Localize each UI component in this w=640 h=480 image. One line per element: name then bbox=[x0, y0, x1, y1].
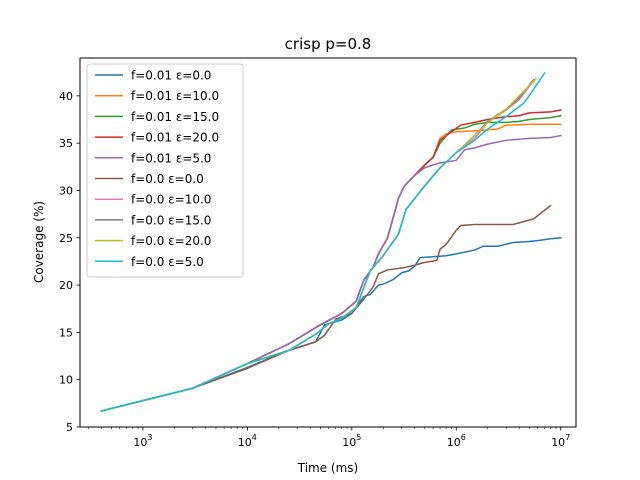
x-tick-label: 105 bbox=[342, 433, 361, 449]
y-tick-label: 20 bbox=[59, 279, 73, 292]
y-tick-label: 10 bbox=[59, 374, 73, 387]
series-line-0 bbox=[100, 236, 562, 412]
legend-entry: f=0.01 ε=5.0 bbox=[131, 151, 211, 165]
series-line-9 bbox=[100, 72, 546, 412]
x-tick-label: 104 bbox=[238, 433, 257, 449]
legend-entry: f=0.01 ε=15.0 bbox=[131, 110, 219, 124]
y-tick-label: 35 bbox=[59, 137, 73, 150]
legend-entry: f=0.01 ε=20.0 bbox=[131, 131, 219, 145]
plot-frame bbox=[79, 57, 577, 428]
series-line-4 bbox=[100, 134, 562, 412]
legend-box bbox=[86, 63, 244, 278]
y-axis-label: Coverage (%) bbox=[32, 201, 46, 283]
x-tick-label: 103 bbox=[133, 433, 152, 449]
y-tick-label: 30 bbox=[59, 184, 73, 197]
chart-title: crisp p=0.8 bbox=[285, 35, 372, 53]
y-axis: 5 10 15 20 25 30 35 40 bbox=[59, 90, 80, 434]
legend-entry: f=0.0 ε=10.0 bbox=[131, 193, 211, 207]
y-tick-label: 40 bbox=[59, 90, 73, 103]
x-axis: 103 104 105 106 107 bbox=[87, 427, 570, 449]
legend-entry: f=0.0 ε=0.0 bbox=[131, 172, 204, 186]
legend-entry: f=0.01 ε=10.0 bbox=[131, 89, 219, 103]
y-tick-label: 15 bbox=[59, 326, 73, 339]
legend: f=0.01 ε=0.0 f=0.01 ε=10.0 f=0.01 ε=15.0 f=… bbox=[86, 63, 244, 278]
y-tick-label: 25 bbox=[59, 232, 73, 245]
x-axis-label: Time (ms) bbox=[297, 461, 359, 475]
legend-entry: f=0.01 ε=0.0 bbox=[131, 69, 211, 83]
y-tick-label: 5 bbox=[66, 421, 73, 434]
legend-entry: f=0.0 ε=5.0 bbox=[131, 255, 204, 269]
series-line-5 bbox=[100, 204, 552, 412]
x-tick-label: 106 bbox=[447, 433, 466, 449]
legend-entry: f=0.0 ε=15.0 bbox=[131, 213, 211, 227]
series-layer bbox=[100, 72, 562, 412]
x-tick-label: 107 bbox=[551, 433, 570, 449]
legend-entry: f=0.0 ε=20.0 bbox=[131, 234, 211, 248]
